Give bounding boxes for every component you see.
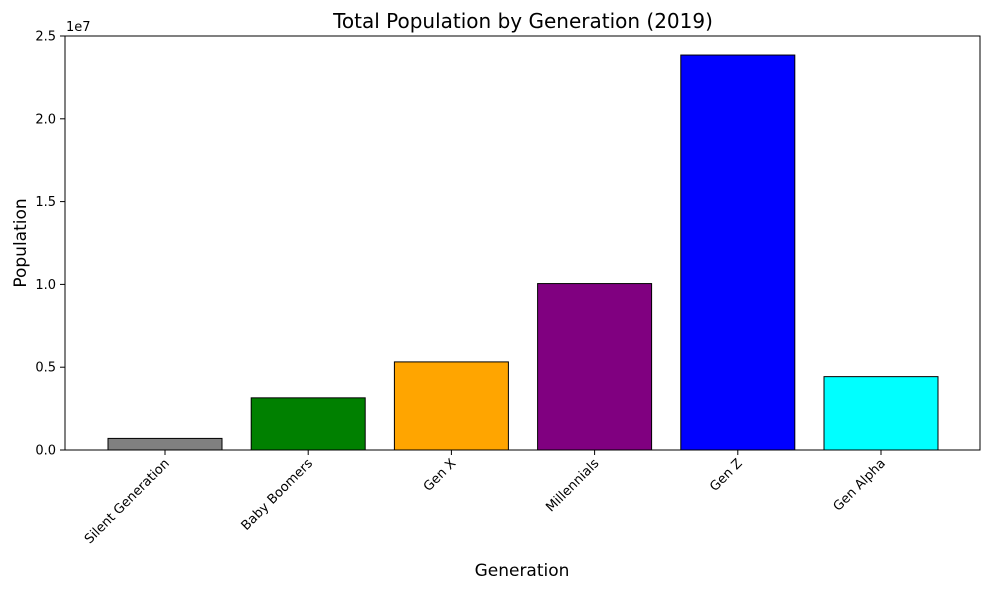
bar-silent-generation	[107, 437, 223, 451]
y-tick-label: 1.0	[35, 278, 56, 293]
y-axis-label: Population	[11, 198, 31, 287]
bar-gen-alpha	[823, 376, 939, 451]
y-tick-label: 2.5	[35, 30, 56, 45]
bar-gen-z	[680, 54, 796, 451]
bar-gen-x	[393, 361, 509, 451]
y-offset-label: 1e7	[66, 20, 91, 35]
y-axis-ticks: 0.0 0.5 1.0 1.5 2.0 2.5	[35, 30, 65, 459]
x-axis-label: Generation	[475, 561, 570, 581]
chart-title: Total Population by Generation (2019)	[332, 9, 713, 33]
plot-area-frame	[64, 35, 981, 451]
y-tick-label: 1.5	[35, 195, 56, 210]
bars	[107, 54, 939, 451]
y-tick-label: 0.0	[35, 444, 56, 459]
y-tick-label: 2.0	[35, 112, 56, 127]
bar-baby-boomers	[250, 397, 366, 451]
bar-millennials	[537, 283, 653, 451]
y-tick-label: 0.5	[35, 361, 56, 376]
